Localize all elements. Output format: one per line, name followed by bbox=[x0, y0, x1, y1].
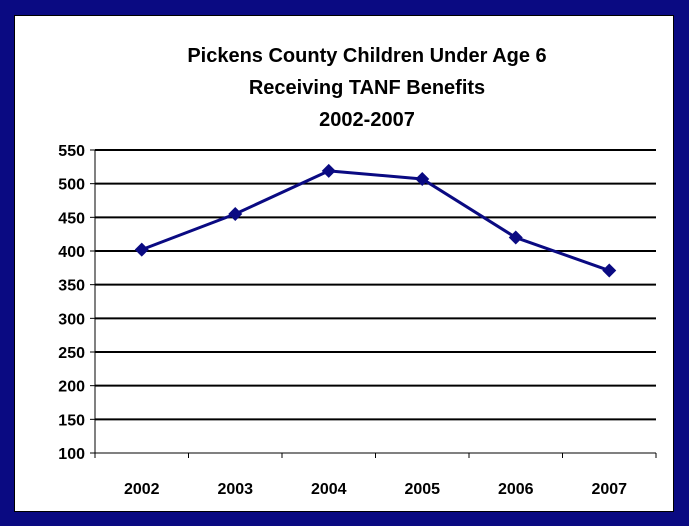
chart-title-line-1: Pickens County Children Under Age 6 bbox=[187, 45, 546, 67]
y-tick-label: 450 bbox=[58, 210, 85, 227]
y-tick-label: 200 bbox=[58, 379, 85, 396]
y-tick-label: 400 bbox=[58, 244, 85, 261]
series-line bbox=[141, 169, 610, 272]
x-tick-label: 2005 bbox=[404, 481, 440, 498]
y-tick-label: 500 bbox=[58, 177, 85, 194]
chart-area bbox=[14, 15, 674, 512]
gridlines bbox=[95, 149, 656, 421]
x-tick-label: 2004 bbox=[311, 481, 347, 498]
x-tick-label: 2006 bbox=[498, 481, 534, 498]
x-tick-label: 2007 bbox=[591, 481, 627, 498]
y-tick-label: 150 bbox=[58, 412, 85, 429]
data-point-2004 bbox=[321, 163, 336, 178]
y-tick-label: 550 bbox=[58, 143, 85, 160]
x-axis-tick-labels: 2002 2003 2004 2005 2006 2007 bbox=[124, 481, 627, 498]
y-tick-label: 300 bbox=[58, 311, 85, 328]
data-point-2007 bbox=[602, 263, 617, 278]
data-point-2006 bbox=[508, 230, 523, 245]
x-tick-label: 2003 bbox=[217, 481, 253, 498]
data-point-2002 bbox=[134, 242, 149, 257]
axes bbox=[90, 149, 657, 458]
y-axis-tick-labels: 100 150 200 250 300 350 400 450 500 550 bbox=[58, 143, 85, 463]
y-tick-label: 250 bbox=[58, 345, 85, 362]
x-tick-label: 2002 bbox=[124, 481, 160, 498]
chart-title-line-3: 2002-2007 bbox=[319, 109, 415, 131]
data-point-2003 bbox=[228, 206, 243, 221]
y-tick-label: 100 bbox=[58, 446, 85, 463]
chart-title-line-2: Receiving TANF Benefits bbox=[249, 77, 485, 99]
y-tick-label: 350 bbox=[58, 278, 85, 295]
data-point-2005 bbox=[415, 171, 430, 186]
data-series bbox=[134, 163, 617, 278]
chart-title: Pickens County Children Under Age 6 Rece… bbox=[187, 45, 546, 131]
